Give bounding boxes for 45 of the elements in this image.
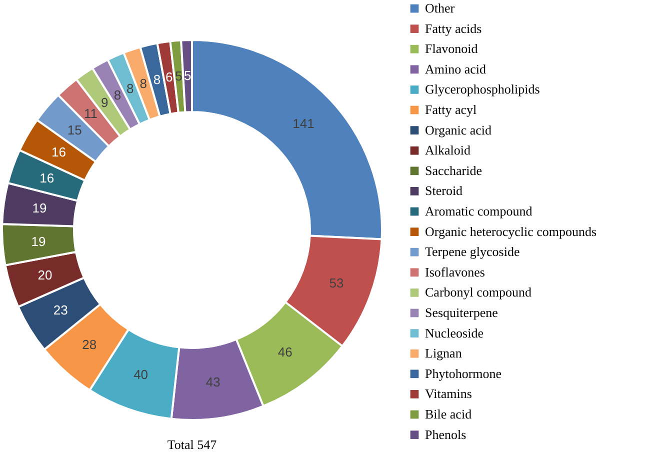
- legend-label: Aromatic compound: [425, 204, 533, 218]
- legend-label: Saccharide: [425, 162, 482, 178]
- data-label: 5: [184, 68, 192, 84]
- legend-label: Fatty acids: [425, 20, 482, 36]
- data-label: 141: [292, 116, 314, 131]
- legend-label: Organic acid: [425, 122, 492, 138]
- data-label: 5: [175, 68, 182, 84]
- legend-label: Flavonoid: [425, 41, 478, 56]
- legend-label: Carbonyl compound: [425, 284, 532, 300]
- data-label: 9: [101, 95, 108, 110]
- legend-label: Organic heterocyclic compounds: [425, 224, 597, 239]
- data-label: 19: [31, 234, 46, 249]
- data-label: 53: [329, 275, 344, 290]
- legend-label: Steroid: [425, 183, 464, 198]
- legend-label: Isoflavones: [425, 264, 485, 280]
- data-label: 6: [165, 70, 173, 85]
- data-label: 28: [82, 336, 97, 352]
- legend-label: Other: [425, 0, 456, 16]
- legend-label: Sesquiterpene: [425, 305, 498, 320]
- legend-label: Amino acid: [425, 61, 487, 76]
- data-label: 19: [32, 200, 47, 216]
- legend-label: Glycerophospholipids: [425, 82, 540, 97]
- data-label: 8: [126, 80, 134, 96]
- data-label: 15: [67, 122, 82, 138]
- data-label: 16: [52, 144, 66, 160]
- data-label: 43: [206, 374, 220, 390]
- data-label: 40: [134, 367, 148, 382]
- text: Total 547: [167, 437, 218, 452]
- legend-label: Lignan: [425, 346, 462, 361]
- legend-label: Phenols: [425, 426, 466, 442]
- data-label: 20: [38, 268, 52, 283]
- data-label: 8: [114, 87, 122, 102]
- data-label: 23: [53, 302, 68, 318]
- legend-label: Phytohormone: [425, 366, 502, 381]
- legend-label: Fatty acyl: [425, 102, 478, 117]
- data-label: 16: [40, 170, 54, 186]
- data-label: 8: [140, 76, 147, 91]
- data-label: 8: [153, 72, 161, 88]
- legend-label: Bile acid: [425, 406, 472, 422]
- legend-label: Nucleoside: [425, 325, 484, 340]
- legend-label: Vitamins: [425, 386, 472, 402]
- legend-label: Terpene glycoside: [425, 244, 520, 260]
- legend-label: Alkaloid: [425, 142, 471, 158]
- data-label: 46: [278, 344, 292, 360]
- data-label: 11: [84, 106, 98, 122]
